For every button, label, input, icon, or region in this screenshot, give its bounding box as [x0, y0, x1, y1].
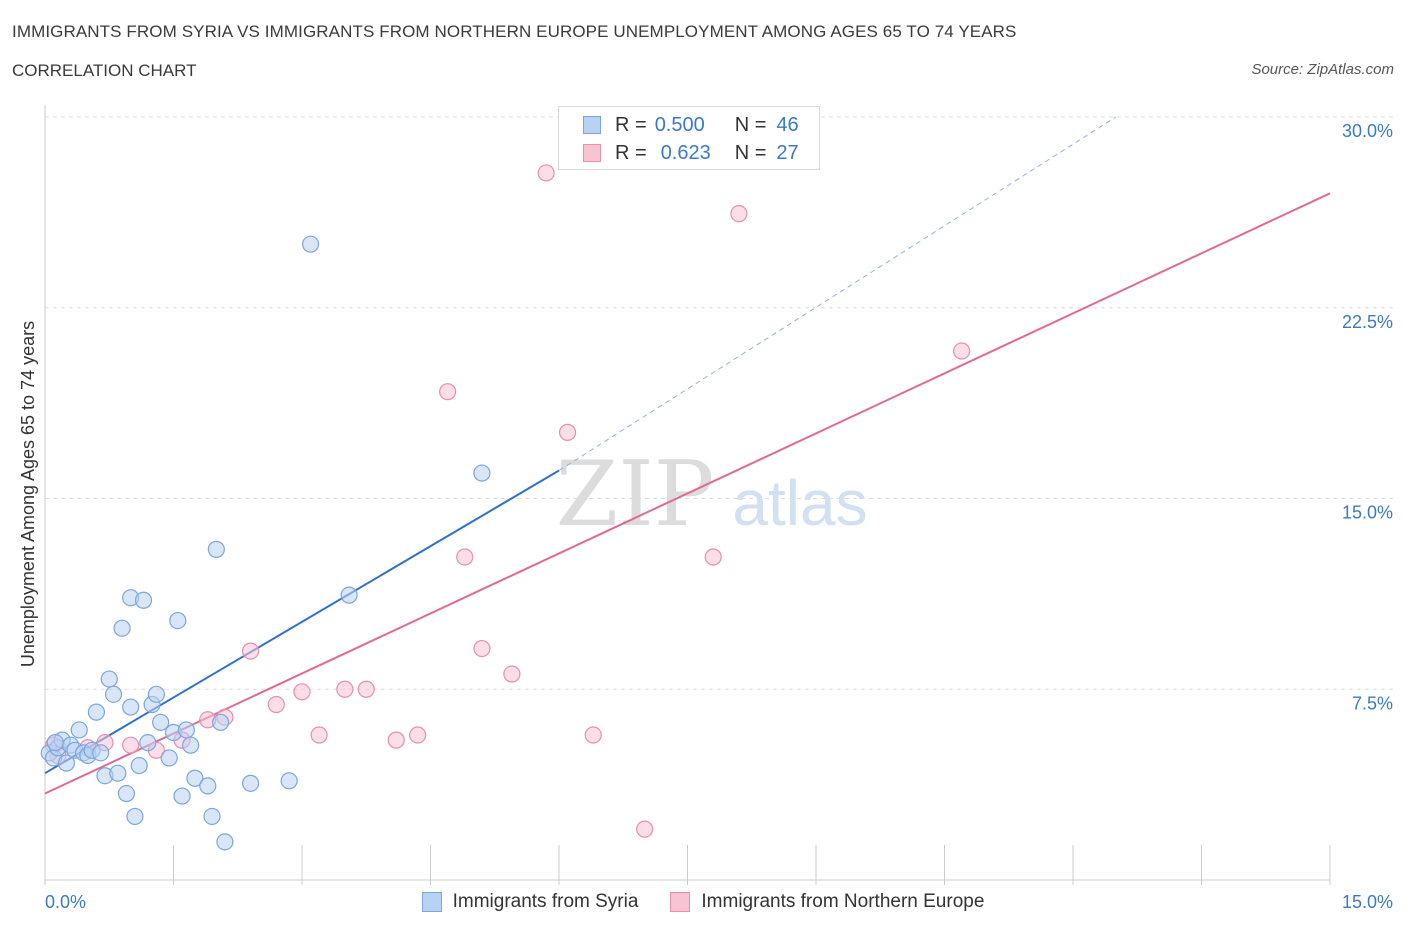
data-point-neurope — [242, 642, 260, 660]
y-tick-label: 15.0% — [1342, 503, 1393, 523]
trend-lines — [44, 116, 1331, 795]
data-point-neurope — [584, 726, 602, 744]
chart-title: IMMIGRANTS FROM SYRIA VS IMMIGRANTS FROM… — [12, 22, 1017, 41]
data-point-syria — [199, 777, 217, 795]
trend-line-neurope — [44, 192, 1331, 795]
series-legend-item-neurope: Immigrants from Northern Europe — [670, 891, 984, 913]
data-point-syria — [87, 703, 106, 721]
data-point-syria — [473, 464, 491, 482]
series-legend: Immigrants from Syria Immigrants from No… — [0, 888, 1406, 916]
data-point-neurope — [267, 695, 285, 714]
data-point-syria — [92, 744, 110, 762]
data-point-neurope — [636, 820, 654, 838]
data-point-syria — [57, 754, 76, 772]
trend-line-syria — [44, 469, 560, 775]
grid-lines — [45, 116, 1395, 690]
data-point-syria — [212, 713, 230, 731]
data-point-neurope — [122, 736, 140, 754]
series-legend-swatch-neurope — [670, 892, 691, 912]
data-point-syria — [126, 807, 144, 826]
legend-r-value-neurope: 0.623 — [660, 141, 711, 164]
data-point-syria — [109, 764, 127, 782]
x-tick-label: 15.0% — [1342, 892, 1393, 912]
data-point-syria — [134, 591, 153, 609]
data-point-syria — [160, 749, 178, 767]
chart-subtitle: CORRELATION CHART — [12, 61, 197, 80]
legend-swatch-syria — [583, 116, 601, 134]
data-point-syria — [70, 721, 88, 739]
series-legend-swatch-syria — [421, 892, 442, 912]
legend-n-label-syria: N = — [734, 113, 767, 136]
data-point-neurope — [409, 726, 427, 744]
watermark-atlas: atlas — [732, 467, 867, 539]
data-point-neurope — [439, 383, 457, 401]
data-point-syria — [242, 774, 260, 792]
data-point-syria — [173, 787, 191, 805]
data-point-neurope — [503, 665, 521, 683]
data-point-syria — [113, 619, 131, 637]
data-point-syria — [182, 736, 200, 754]
data-point-syria — [130, 756, 148, 775]
data-point-neurope — [558, 423, 577, 441]
legend-row-neurope: R = 0.623 N = 27 — [583, 141, 799, 165]
data-point-syria — [177, 721, 195, 739]
series-legend-label-syria: Immigrants from Syria — [452, 891, 639, 912]
legend-n-value-neurope: 27 — [776, 141, 799, 164]
data-point-syria — [186, 769, 204, 787]
data-point-syria — [117, 784, 135, 803]
data-point-syria — [152, 713, 170, 731]
data-point-neurope — [704, 548, 722, 566]
data-point-syria — [104, 685, 123, 703]
trend-line-syria-extension — [558, 116, 1117, 471]
data-point-syria — [147, 685, 165, 703]
legend-n-label-neurope: N = — [734, 141, 767, 164]
data-point-neurope — [357, 680, 375, 698]
data-point-neurope — [336, 680, 354, 698]
y-tick-label: 30.0% — [1342, 121, 1393, 141]
legend-r-label-neurope: R = — [615, 141, 647, 164]
y-tick-label: 22.5% — [1342, 312, 1393, 332]
data-point-syria — [280, 772, 298, 790]
data-point-syria — [207, 540, 225, 558]
legend-swatch-neurope — [583, 144, 601, 162]
series-legend-label-neurope: Immigrants from Northern Europe — [701, 891, 985, 912]
data-point-syria — [46, 734, 64, 752]
data-point-syria — [216, 833, 234, 851]
legend-row-syria: R = 0.500 N = 46 — [583, 113, 799, 137]
legend-r-label-syria: R = — [615, 113, 647, 136]
data-point-neurope — [537, 164, 555, 182]
data-point-syria — [301, 235, 320, 253]
data-point-neurope — [310, 726, 328, 744]
data-point-syria — [100, 670, 118, 688]
series-legend-item-syria: Immigrants from Syria — [421, 891, 639, 913]
legend-r-value-syria: 0.500 — [654, 113, 705, 136]
x-tick-label: 0.0% — [45, 892, 86, 912]
correlation-legend: R = 0.500 N = 46 R = 0.623 N = 27 — [558, 106, 820, 170]
y-axis-label: Unemployment Among Ages 65 to 74 years — [18, 321, 38, 667]
data-point-neurope — [293, 683, 311, 701]
data-point-syria — [139, 734, 157, 752]
data-point-syria — [340, 586, 358, 604]
data-point-neurope — [473, 639, 491, 658]
data-point-neurope — [456, 548, 474, 566]
data-point-syria — [169, 611, 187, 630]
data-point-neurope — [953, 342, 971, 360]
data-point-syria — [122, 698, 140, 716]
data-point-neurope — [387, 731, 405, 749]
data-point-syria — [203, 807, 221, 826]
watermark: ZIP atlas — [556, 442, 868, 547]
y-tick-label: 7.5% — [1352, 693, 1393, 713]
source-label: Source: ZipAtlas.com — [1251, 61, 1394, 78]
data-point-neurope — [730, 205, 748, 223]
tick-labels: 7.5% 15.0% 22.5% 30.0% 0.0% 15.0% — [45, 121, 1393, 912]
data-points — [40, 164, 971, 851]
legend-n-value-syria: 46 — [776, 113, 799, 136]
watermark-zip: ZIP — [556, 442, 715, 547]
